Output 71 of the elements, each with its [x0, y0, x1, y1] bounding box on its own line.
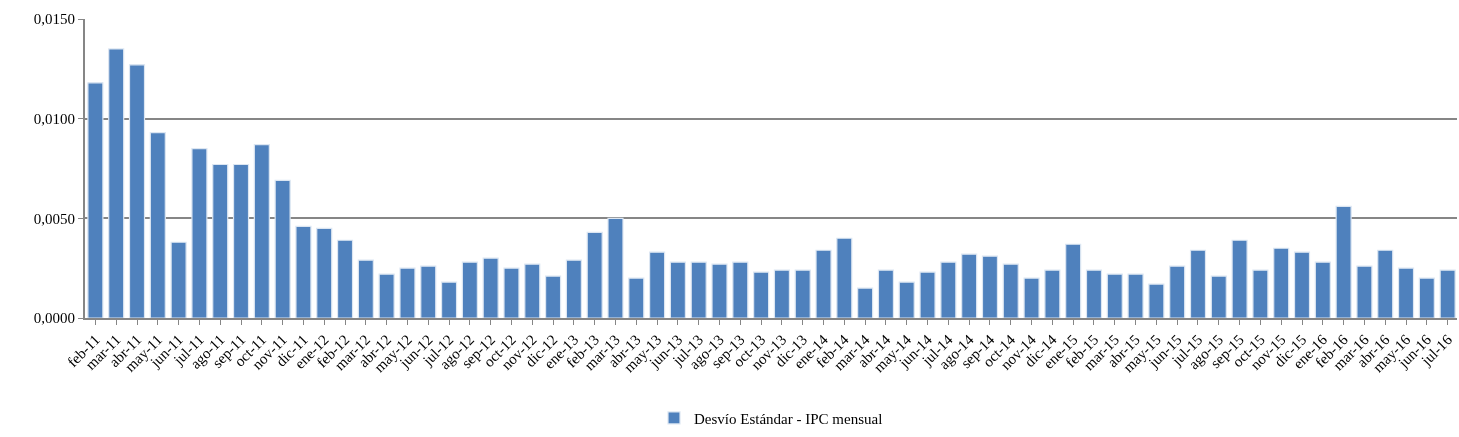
- bar: [1210, 275, 1227, 318]
- bar: [149, 132, 166, 318]
- bar: [773, 269, 791, 318]
- bar: [586, 231, 603, 318]
- bar: [607, 217, 624, 318]
- y-tick-label: 0,0150: [33, 11, 75, 28]
- bar: [877, 269, 895, 318]
- bar: [1085, 269, 1103, 318]
- bar: [461, 261, 478, 318]
- bar: [524, 263, 541, 318]
- bar: [669, 261, 686, 318]
- y-tick-label: 0,0050: [33, 210, 75, 227]
- y-tick-label: 0,0000: [33, 310, 75, 327]
- bar: [857, 287, 874, 318]
- legend-label: Desvío Estándar - IPC mensual: [694, 410, 883, 427]
- bar: [170, 241, 187, 318]
- bar: [295, 225, 312, 318]
- bar: [898, 281, 915, 318]
- bar: [1356, 265, 1373, 318]
- bar: [378, 273, 395, 318]
- bar: [440, 281, 458, 318]
- bar: [128, 64, 146, 318]
- bar: [1065, 243, 1082, 318]
- bar: [732, 261, 749, 318]
- bar: [212, 163, 229, 318]
- bar: [1023, 277, 1040, 318]
- bar: [649, 251, 666, 318]
- bar: [1335, 205, 1352, 318]
- bar: [753, 271, 770, 318]
- bar: [1273, 247, 1290, 318]
- bar: [1106, 273, 1123, 318]
- bar: [1439, 269, 1456, 318]
- bar: [1231, 239, 1248, 318]
- bar: [565, 259, 582, 318]
- bar: [108, 48, 125, 318]
- bar: [981, 255, 999, 318]
- bar: [1127, 273, 1144, 318]
- bar: [1044, 269, 1061, 318]
- bar: [191, 147, 208, 318]
- bar: [1293, 251, 1311, 318]
- bar: [919, 271, 936, 318]
- bar: [1002, 263, 1019, 318]
- bar: [1148, 283, 1165, 318]
- bar: [961, 253, 978, 318]
- bar: [1189, 249, 1207, 318]
- bar: [316, 227, 333, 318]
- bar: [690, 261, 707, 318]
- bar: [1397, 267, 1415, 318]
- bar: [1377, 249, 1394, 318]
- bar: [628, 277, 645, 318]
- bar: [1252, 269, 1269, 318]
- bar: [794, 269, 811, 318]
- bar: [1169, 265, 1186, 318]
- bar: [274, 179, 291, 318]
- bar: [399, 267, 416, 318]
- bar: [420, 265, 437, 318]
- bar: [544, 275, 562, 318]
- bar: [357, 259, 374, 318]
- bar: [87, 82, 104, 318]
- bar: [253, 143, 270, 318]
- bar: [815, 249, 832, 318]
- bar: [503, 267, 520, 318]
- bar: [1314, 261, 1331, 318]
- bar: [336, 239, 354, 318]
- bar: [940, 261, 957, 318]
- y-tick-label: 0,0100: [33, 110, 75, 127]
- bar: [482, 257, 499, 318]
- bar: [836, 237, 853, 318]
- bar: [1418, 277, 1435, 318]
- bar: [232, 163, 250, 318]
- bar: [711, 263, 728, 318]
